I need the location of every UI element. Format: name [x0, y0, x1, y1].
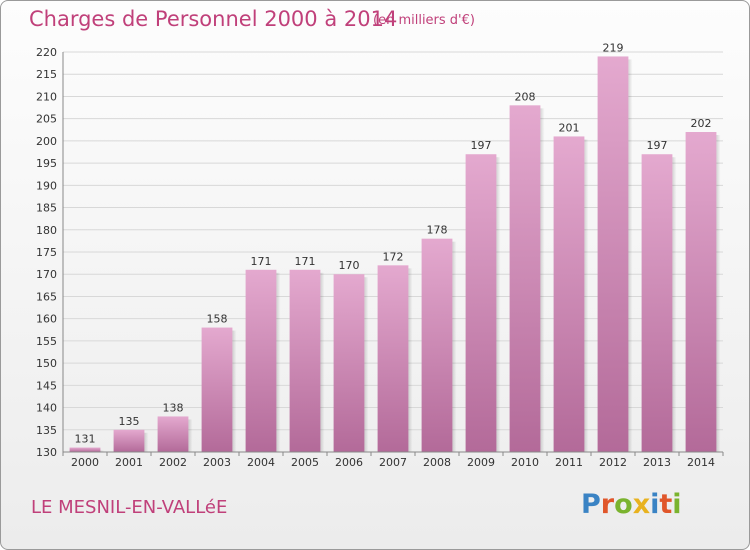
logo-letter: r [600, 489, 615, 520]
data-label: 201 [559, 121, 580, 134]
x-tick-label: 2001 [115, 456, 143, 469]
y-tick-label: 185 [36, 202, 57, 215]
y-tick-label: 150 [36, 357, 57, 370]
x-tick-label: 2008 [423, 456, 451, 469]
chart-unit-note: (en milliers d'€) [373, 13, 475, 28]
y-tick-label: 195 [36, 157, 57, 170]
y-tick-label: 210 [36, 90, 57, 103]
data-label: 219 [603, 41, 624, 54]
data-label: 171 [251, 255, 272, 268]
logo-letter: x [632, 489, 651, 520]
bar-shadow [672, 157, 677, 452]
y-tick-label: 135 [36, 424, 57, 437]
y-tick-label: 205 [36, 113, 57, 126]
bar [685, 132, 717, 452]
bar-shadow [100, 450, 105, 452]
bar [509, 105, 541, 452]
x-tick-label: 2012 [599, 456, 627, 469]
y-tick-label: 170 [36, 268, 57, 281]
x-tick-label: 2003 [203, 456, 231, 469]
chart-title: Charges de Personnel 2000 à 2014 [29, 7, 398, 31]
data-label: 172 [383, 250, 404, 263]
y-tick-label: 130 [36, 446, 57, 459]
data-label: 135 [119, 415, 140, 428]
bar [465, 154, 497, 452]
data-label: 208 [515, 90, 536, 103]
y-tick-label: 190 [36, 179, 57, 192]
x-axis: 2000 2001 2002 2003 2004 2005 2006 2007 2008 2009… [62, 451, 724, 469]
x-tick-label: 2006 [335, 456, 363, 469]
bar-shadow [628, 59, 633, 452]
bar-shadow [452, 241, 457, 452]
data-label: 138 [163, 401, 184, 414]
data-label: 131 [75, 433, 96, 446]
proxiti-logo: Proxiti [581, 489, 682, 520]
y-tick-label: 155 [36, 335, 57, 348]
y-tick-label: 180 [36, 224, 57, 237]
bar-shadow [188, 419, 193, 452]
x-tick-label: 2009 [467, 456, 495, 469]
y-tick-label: 160 [36, 313, 57, 326]
logo-letter: P [581, 489, 601, 520]
y-tick-label: 215 [36, 68, 57, 81]
x-tick-label: 2010 [511, 456, 539, 469]
bar-shadow [364, 277, 369, 452]
place-name: LE MESNIL-EN-VALLéE [31, 497, 228, 518]
bar [333, 274, 365, 452]
data-label: 170 [339, 259, 360, 272]
bar-shadow [232, 330, 237, 452]
y-tick-label: 165 [36, 290, 57, 303]
y-tick-label: 140 [36, 402, 57, 415]
bar [377, 265, 409, 452]
logo-letter: i [672, 489, 682, 520]
x-tick-label: 2005 [291, 456, 319, 469]
x-tick-label: 2011 [555, 456, 583, 469]
data-label: 202 [691, 117, 712, 130]
data-label: 197 [471, 139, 492, 152]
bar-shadow [276, 272, 281, 452]
bar [157, 416, 189, 452]
data-label: 158 [207, 313, 228, 326]
bar [597, 56, 629, 452]
bar-shadow [540, 108, 545, 452]
bar [641, 154, 673, 452]
bar [553, 136, 585, 452]
y-tick-label: 175 [36, 246, 57, 259]
bar-shadow [320, 272, 325, 452]
bar-shadow [496, 157, 501, 452]
x-tick-label: 2002 [159, 456, 187, 469]
bars: 131 135 138 158 171 171 170 172 178 197 208 201 219 1… [69, 41, 721, 452]
x-tick-label: 2000 [71, 456, 99, 469]
y-tick-label: 220 [36, 46, 57, 59]
y-tick-label: 200 [36, 135, 57, 148]
bar-shadow [584, 139, 589, 452]
data-label: 197 [647, 139, 668, 152]
x-tick-label: 2014 [687, 456, 715, 469]
y-tick-label: 145 [36, 379, 57, 392]
bar-shadow [408, 268, 413, 452]
bar [113, 429, 145, 452]
bar [69, 447, 101, 452]
x-tick-label: 2004 [247, 456, 275, 469]
bar-shadow [144, 432, 149, 452]
x-tick-label: 2013 [643, 456, 671, 469]
logo-letter: t [659, 489, 673, 520]
data-label: 178 [427, 224, 448, 237]
bar [421, 238, 453, 452]
x-tick-label: 2007 [379, 456, 407, 469]
bar [245, 269, 277, 452]
logo-letter: o [614, 489, 633, 520]
y-axis: 130 135 140 145 150 155 160 165 170 175 180 185 190 1… [36, 46, 64, 459]
bar [201, 327, 233, 452]
bar-shadow [716, 135, 721, 452]
bar [289, 269, 321, 452]
logo-letter: i [650, 489, 660, 520]
data-label: 171 [295, 255, 316, 268]
